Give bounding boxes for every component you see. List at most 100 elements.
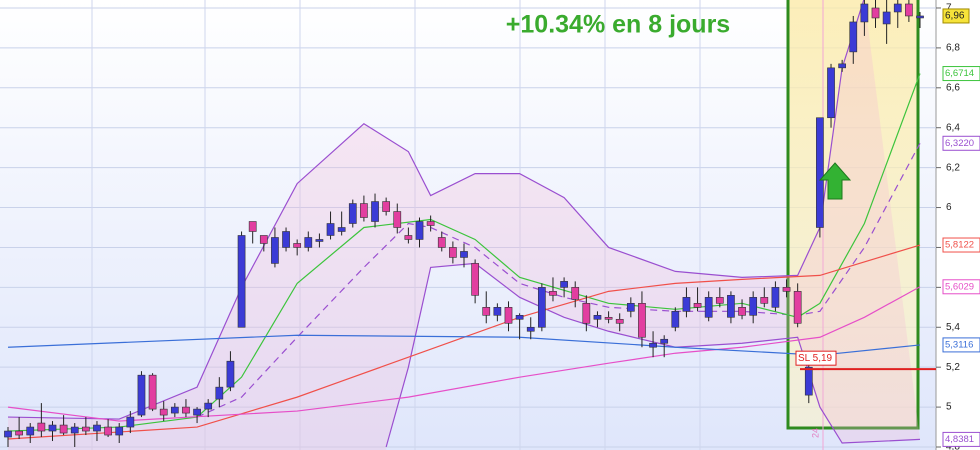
candle-body — [126, 416, 135, 428]
candle-body — [81, 426, 90, 432]
candle-body — [893, 3, 902, 13]
candle-body — [159, 408, 168, 416]
candle-body — [326, 223, 335, 236]
candle-body — [905, 3, 913, 17]
candle-body — [560, 281, 568, 288]
candle-body — [793, 291, 802, 324]
y-tick-label: 6,6 — [946, 82, 960, 93]
candle-body — [404, 235, 413, 240]
candle-body — [415, 221, 424, 240]
y-tick-label: 5,4 — [946, 322, 960, 333]
candle-body — [204, 402, 213, 410]
candle-body — [760, 297, 769, 304]
last-price-label: 6,96 — [945, 11, 965, 22]
candle-body — [537, 287, 546, 328]
candle-body — [504, 307, 513, 324]
candle-body — [148, 374, 157, 410]
y-tick-label: 6 — [946, 202, 952, 213]
y-tick-label: 5,2 — [946, 362, 960, 373]
candle-body — [304, 237, 313, 248]
value-label-box — [942, 337, 980, 353]
candle-body — [571, 287, 580, 300]
value-label: 6,6714 — [945, 68, 974, 79]
indicator-line — [196, 142, 921, 418]
candle-body — [715, 297, 724, 304]
value-label: 5,3116 — [945, 339, 973, 350]
event-label: 24 — [810, 428, 820, 438]
candle-body — [271, 237, 279, 264]
candle-body — [282, 231, 290, 248]
candle-body — [460, 251, 468, 258]
candle-body — [916, 15, 924, 19]
candle-body — [626, 303, 635, 312]
indicator-line — [7, 334, 921, 356]
indicator-line — [7, 286, 921, 422]
candle-body — [37, 422, 46, 432]
candle-body — [360, 203, 368, 218]
candle-body — [48, 424, 57, 432]
y-axis: 76,86,66,46,265,85,65,45,254,84,83816,32… — [936, 3, 980, 450]
candle-body — [804, 366, 813, 396]
candle-body — [816, 117, 824, 228]
candle-body — [604, 316, 613, 320]
candle-body — [137, 374, 146, 416]
indicator-line — [385, 262, 921, 448]
value-label-box — [942, 66, 980, 82]
y-tick-label: 6,2 — [946, 162, 960, 173]
candle-body — [170, 406, 179, 414]
candle-body — [593, 314, 602, 320]
candle-body — [237, 235, 246, 328]
candle-body — [70, 426, 79, 434]
candle-body — [437, 237, 446, 248]
candle-body — [649, 342, 657, 348]
candle-body — [638, 303, 646, 338]
candle-body — [182, 406, 190, 414]
y-tick-label: 6,8 — [946, 43, 960, 54]
value-label: 4,8381 — [945, 434, 974, 445]
candle-body — [59, 424, 68, 434]
candle-body — [515, 314, 524, 320]
candle-body — [615, 318, 624, 324]
candle-body — [104, 426, 112, 436]
candle-body — [749, 297, 758, 316]
candle-body — [248, 221, 257, 232]
y-tick-label: 5 — [946, 402, 952, 413]
candle-body — [493, 307, 502, 316]
candle-body — [660, 338, 669, 344]
candle-body — [259, 235, 268, 244]
value-label-box — [942, 279, 980, 295]
indicator-line — [7, 0, 865, 420]
value-label-box — [942, 431, 980, 447]
candle-body — [4, 430, 12, 438]
candle-body — [871, 7, 880, 19]
candle-body — [215, 386, 224, 400]
candle-body — [738, 307, 746, 316]
candle-body — [838, 63, 847, 69]
candle-body — [371, 201, 379, 222]
candle-body — [226, 360, 235, 388]
candle-body — [482, 307, 491, 316]
candle-body — [671, 311, 680, 328]
signal-arrow — [818, 162, 852, 200]
value-label: 6,3220 — [945, 138, 974, 149]
candle-body — [582, 303, 591, 324]
candle-body — [526, 326, 535, 332]
candle-body — [704, 297, 713, 318]
candle-body — [882, 11, 891, 25]
candle-body — [337, 227, 346, 232]
candle-body — [449, 247, 457, 258]
candle-body — [15, 430, 23, 436]
value-label-box — [942, 135, 980, 151]
y-tick-label: 6,4 — [946, 122, 960, 133]
candle-body — [115, 426, 124, 436]
candle-body — [682, 297, 691, 312]
candle-body — [348, 203, 357, 224]
indicator-line — [7, 244, 921, 440]
plot-area: 24 SL 5,19 — [0, 0, 936, 450]
candle-body — [827, 67, 835, 119]
stop-loss-label: SL 5,19 — [798, 353, 833, 364]
candle-body — [771, 287, 780, 308]
candle-body — [727, 295, 735, 318]
candle-body — [849, 21, 858, 53]
